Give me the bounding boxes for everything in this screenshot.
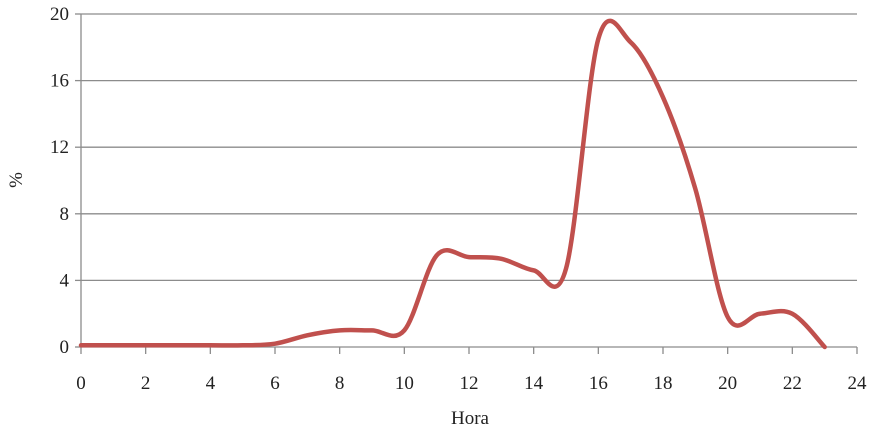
data-point-15 [564, 267, 568, 271]
y-tick-label-16: 16 [50, 71, 69, 92]
x-tick-label-4: 4 [206, 373, 216, 394]
x-tick-label-0: 0 [76, 373, 86, 394]
data-point-1 [111, 343, 115, 347]
data-point-10 [402, 328, 406, 332]
data-point-11 [435, 253, 439, 257]
x-tick-label-18: 18 [654, 373, 673, 394]
data-point-7 [305, 333, 309, 337]
x-tick-label-16: 16 [589, 373, 608, 394]
x-tick-label-20: 20 [718, 373, 737, 394]
x-tick-label-6: 6 [270, 373, 280, 394]
x-tick-label-8: 8 [335, 373, 345, 394]
data-point-2 [144, 343, 148, 347]
y-tick-label-4: 4 [60, 270, 70, 291]
x-tick-label-2: 2 [141, 373, 151, 394]
data-point-12 [467, 255, 471, 259]
data-point-21 [758, 312, 762, 316]
x-tick-label-24: 24 [848, 373, 868, 394]
data-point-23 [823, 345, 827, 349]
series-line-0 [78, 18, 827, 350]
data-point-4 [208, 343, 212, 347]
data-point-14 [532, 268, 536, 272]
y-tick-label-20: 20 [50, 4, 69, 25]
x-tick-label-22: 22 [783, 373, 802, 394]
data-point-18 [661, 95, 665, 99]
data-point-19 [693, 187, 697, 191]
data-point-20 [726, 315, 730, 319]
data-point-5 [241, 343, 245, 347]
y-tick-label-0: 0 [60, 337, 70, 358]
axes [75, 13, 858, 354]
data-point-3 [176, 343, 180, 347]
x-tick-label-14: 14 [524, 373, 544, 394]
y-axis-label: % [6, 172, 27, 188]
data-point-17 [629, 40, 633, 44]
data-point-13 [499, 257, 503, 261]
data-point-0 [79, 343, 83, 347]
data-point-22 [790, 312, 794, 316]
data-point-8 [338, 328, 342, 332]
x-tick-label-10: 10 [395, 373, 414, 394]
y-tick-label-12: 12 [50, 137, 69, 158]
x-tick-label-12: 12 [460, 373, 479, 394]
grid-lines [81, 13, 857, 282]
data-point-16 [596, 37, 600, 41]
y-tick-label-8: 8 [60, 204, 70, 225]
series-layer [78, 18, 827, 350]
data-point-9 [370, 328, 374, 332]
x-axis-label: Hora [451, 408, 490, 429]
data-point-6 [273, 342, 277, 346]
